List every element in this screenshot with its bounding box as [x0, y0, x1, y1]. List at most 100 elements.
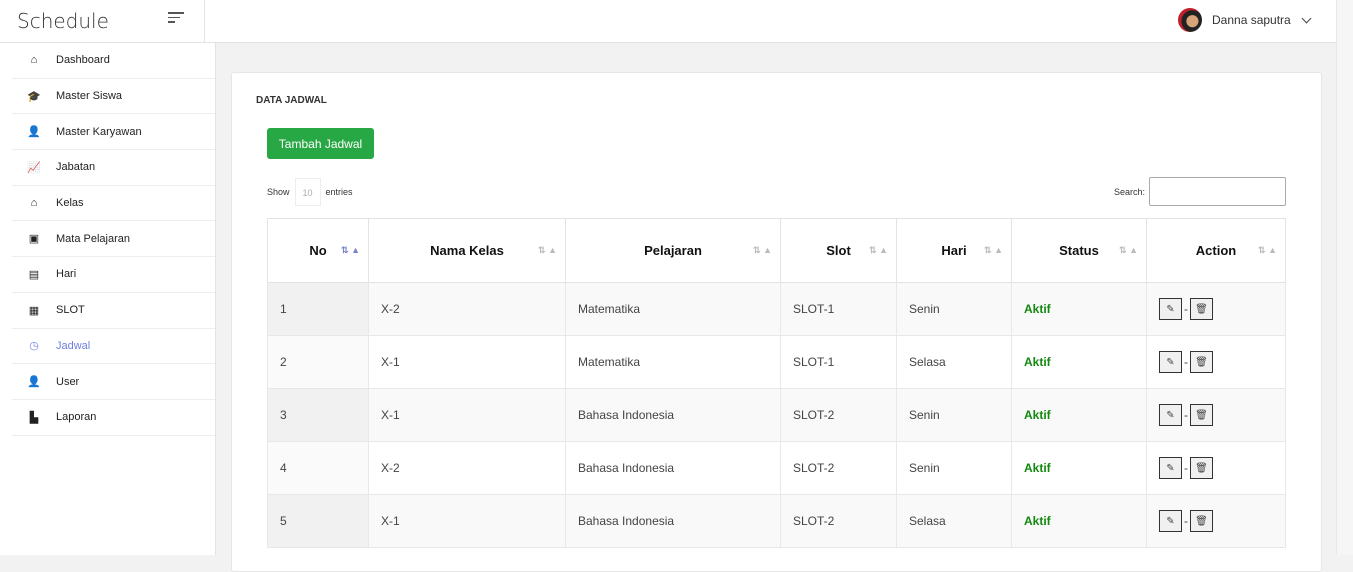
entries-label: entries [325, 187, 353, 197]
calendar-clock-icon: ▦ [28, 304, 40, 317]
search-label: Search: [1113, 186, 1145, 197]
book-icon: ▣ [28, 233, 40, 246]
data-card: DATA JADWAL Tambah Jadwal Show 10 entrie… [231, 72, 1322, 572]
slot-cell: SLOT-1 [780, 282, 897, 336]
sidebar-item-label: Laporan [56, 411, 97, 424]
action-cell: ✎ - 🗑 [1146, 494, 1286, 548]
delete-trash-icon[interactable]: 🗑 [1190, 298, 1213, 320]
chevron-down-icon [1301, 13, 1312, 23]
sidebar-item-laporan[interactable]: ▙ Laporan [12, 400, 215, 436]
app-title: Schedule [17, 9, 109, 33]
column-label: Nama Kelas [430, 243, 504, 258]
action-separator: - [1184, 514, 1188, 528]
sidebar-item-label: User [56, 375, 80, 388]
status-cell: Aktif [1011, 494, 1147, 548]
sort-icon: ⇅ ▲ [538, 245, 557, 255]
column-header-pelajaran[interactable]: Pelajaran ⇅ ▲ [565, 218, 781, 283]
sidebar-item-label: Jabatan [56, 161, 96, 174]
row-number-cell: 2 [267, 335, 369, 389]
sort-icon: ⇅ ▲ [341, 245, 360, 255]
calendar-icon: ▤ [28, 268, 40, 281]
table-row: 3 X-1 Bahasa Indonesia SLOT-2 Senin Aktif ✎ - 🗑 [267, 388, 1286, 442]
sort-icon: ⇅ ▲ [1119, 245, 1138, 255]
day-cell: Selasa [896, 494, 1012, 548]
sidebar-item-dashboard[interactable]: ⌂ Dashboard [12, 43, 215, 79]
edit-pencil-icon[interactable]: ✎ [1159, 510, 1182, 532]
house-icon: ⌂ [30, 197, 38, 210]
slot-cell: SLOT-1 [780, 335, 897, 389]
sidebar-item-slot[interactable]: ▦ SLOT [12, 293, 215, 329]
user-icon: 👤 [27, 376, 41, 389]
employee-icon: 👤 [27, 126, 41, 139]
day-cell: Senin [896, 388, 1012, 442]
column-header-action[interactable]: Action ⇅ ▲ [1146, 218, 1286, 283]
column-label: Hari [941, 243, 967, 258]
delete-trash-icon[interactable]: 🗑 [1190, 510, 1213, 532]
table-row: 2 X-1 Matematika SLOT-1 Selasa Aktif ✎ - 🗑 [267, 335, 1286, 389]
day-cell: Selasa [896, 335, 1012, 389]
file-icon: ▙ [29, 411, 39, 424]
subject-cell: Bahasa Indonesia [565, 441, 781, 495]
class-name-cell: X-1 [368, 494, 566, 548]
sidebar-item-master-siswa[interactable]: 🎓 Master Siswa [12, 79, 215, 115]
sidebar-item-label: Kelas [56, 197, 84, 210]
add-schedule-button[interactable]: Tambah Jadwal [267, 128, 374, 159]
sidebar-item-label: Dashboard [56, 54, 110, 67]
class-name-cell: X-2 [368, 282, 566, 336]
avatar [1178, 8, 1202, 32]
class-name-cell: X-2 [368, 441, 566, 495]
action-cell: ✎ - 🗑 [1146, 282, 1286, 336]
column-header-slot[interactable]: Slot ⇅ ▲ [780, 218, 897, 283]
action-cell: ✎ - 🗑 [1146, 441, 1286, 495]
sidebar-item-master-karyawan[interactable]: 👤 Master Karyawan [12, 114, 215, 151]
subject-cell: Matematika [565, 335, 781, 389]
sidebar-item-user[interactable]: 👤 User [12, 364, 215, 400]
schedule-table: No ⇅ ▲ Nama Kelas ⇅ ▲ Pelajaran ⇅ ▲ Slot ⇅ ▲ Har… [267, 218, 1286, 548]
status-cell: Aktif [1011, 335, 1147, 389]
sidebar: ⌂ Dashboard 🎓 Master Siswa 👤 Master Karyawan 📈… [0, 43, 216, 555]
sidebar-item-jadwal[interactable]: ◷ Jadwal [12, 329, 215, 365]
class-name-cell: X-1 [368, 388, 566, 442]
subject-cell: Bahasa Indonesia [565, 388, 781, 442]
sidebar-item-label: SLOT [56, 304, 85, 317]
slot-cell: SLOT-2 [780, 441, 897, 495]
column-header-status[interactable]: Status ⇅ ▲ [1011, 218, 1147, 283]
sidebar-item-mata-pelajaran[interactable]: ▣ Mata Pelajaran [12, 221, 215, 258]
edit-pencil-icon[interactable]: ✎ [1159, 351, 1182, 373]
row-number-cell: 4 [267, 441, 369, 495]
entries-select[interactable]: 10 [294, 178, 321, 206]
subject-cell: Matematika [565, 282, 781, 336]
edit-pencil-icon[interactable]: ✎ [1159, 457, 1182, 479]
delete-trash-icon[interactable]: 🗑 [1190, 404, 1213, 426]
entries-length-control: Show 10 entries [267, 178, 353, 206]
sort-icon: ⇅ ▲ [753, 245, 772, 255]
sidebar-item-kelas[interactable]: ⌂ Kelas [12, 186, 215, 222]
column-label: Status [1059, 243, 1099, 258]
menu-toggle-icon[interactable] [168, 12, 184, 26]
class-name-cell: X-1 [368, 335, 566, 389]
delete-trash-icon[interactable]: 🗑 [1190, 457, 1213, 479]
edit-pencil-icon[interactable]: ✎ [1159, 298, 1182, 320]
user-name: Danna saputra [1212, 13, 1291, 27]
row-number-cell: 3 [267, 388, 369, 442]
action-separator: - [1184, 408, 1188, 422]
delete-trash-icon[interactable]: 🗑 [1190, 351, 1213, 373]
status-cell: Aktif [1011, 388, 1147, 442]
action-cell: ✎ - 🗑 [1146, 335, 1286, 389]
sidebar-item-label: Jadwal [56, 339, 91, 352]
row-number-cell: 1 [267, 282, 369, 336]
brand: Schedule [0, 0, 205, 43]
sidebar-item-hari[interactable]: ▤ Hari [12, 257, 215, 293]
search-input[interactable] [1149, 177, 1286, 206]
column-header-nama-kelas[interactable]: Nama Kelas ⇅ ▲ [368, 218, 566, 283]
status-cell: Aktif [1011, 441, 1147, 495]
column-header-hari[interactable]: Hari ⇅ ▲ [896, 218, 1012, 283]
column-label: Action [1195, 243, 1237, 258]
sidebar-item-jabatan[interactable]: 📈 Jabatan [12, 150, 215, 186]
scrollbar[interactable] [1336, 0, 1353, 555]
day-cell: Senin [896, 282, 1012, 336]
column-header-no[interactable]: No ⇅ ▲ [267, 218, 369, 283]
user-menu[interactable]: Danna saputra [1178, 8, 1312, 32]
edit-pencil-icon[interactable]: ✎ [1159, 404, 1182, 426]
table-row: 5 X-1 Bahasa Indonesia SLOT-2 Selasa Aktif ✎ - 🗑 [267, 494, 1286, 548]
